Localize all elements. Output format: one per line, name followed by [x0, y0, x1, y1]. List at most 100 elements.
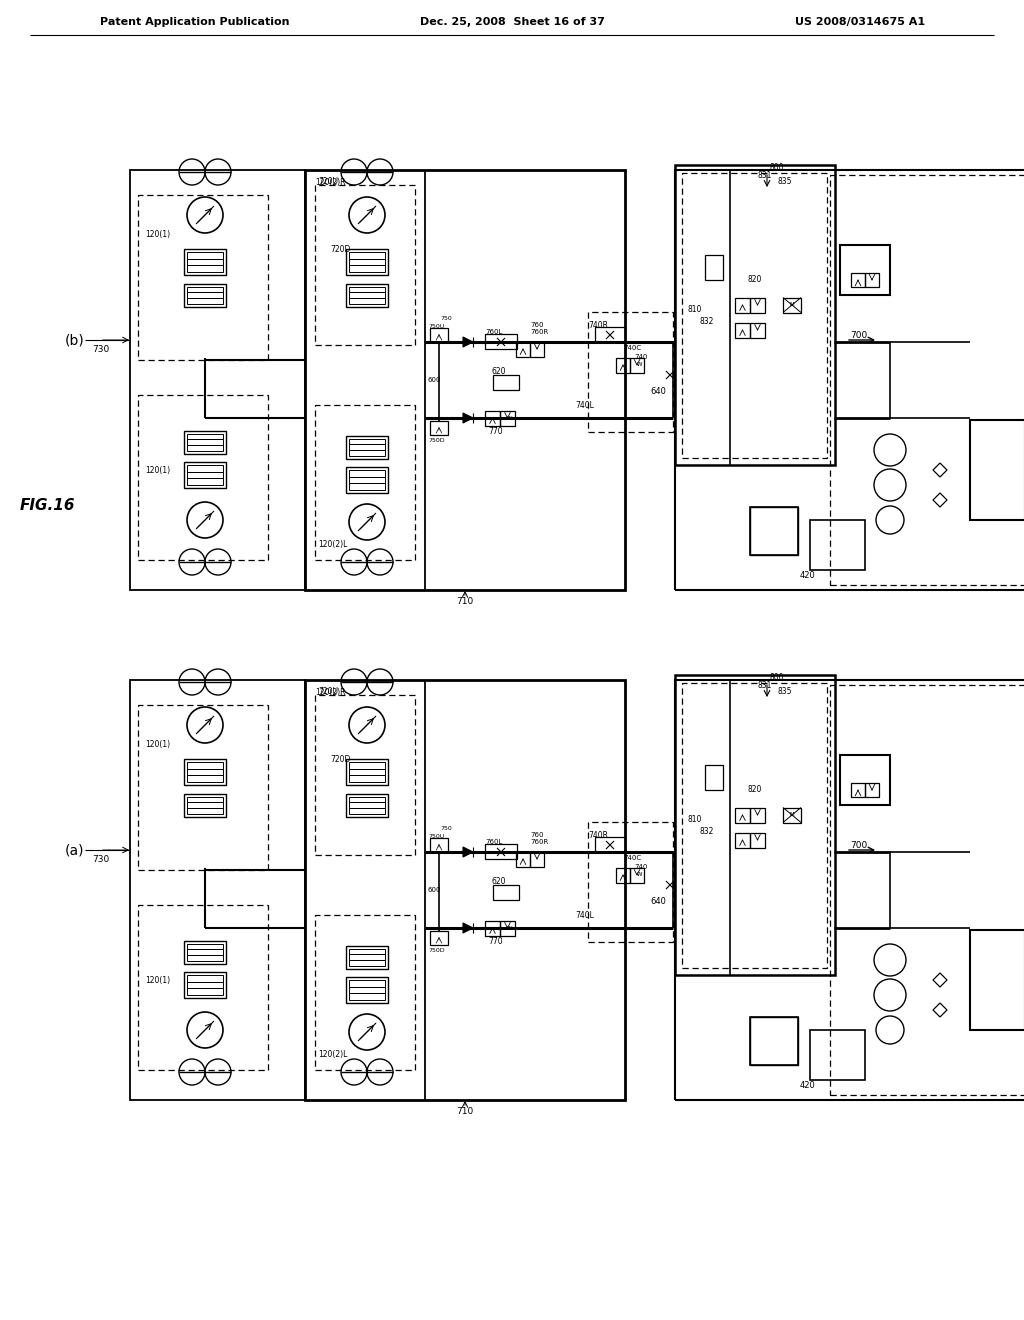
Bar [675, 165, 835, 465]
Text: 120(1): 120(1) [145, 466, 170, 474]
Bar [349, 259, 385, 265]
Text: 820: 820 [748, 785, 763, 795]
Bar [500, 411, 515, 425]
Bar [187, 975, 223, 982]
Bar [616, 358, 630, 372]
Text: 760L: 760L [485, 329, 503, 335]
Bar [851, 273, 865, 286]
Bar [187, 775, 223, 781]
Text: 120(2)L: 120(2)L [318, 540, 347, 549]
Text: 835: 835 [778, 177, 793, 186]
Bar [485, 920, 500, 936]
Text: 810: 810 [688, 305, 702, 314]
Bar [595, 837, 625, 851]
Bar [349, 292, 385, 298]
Bar [675, 170, 1024, 590]
Text: 120(2)R: 120(2)R [315, 688, 345, 697]
Text: 750U: 750U [428, 833, 444, 838]
Bar [349, 775, 385, 781]
Bar [783, 297, 801, 313]
Bar [500, 920, 515, 936]
Text: 740R: 740R [588, 830, 608, 840]
Text: 750: 750 [440, 825, 452, 830]
Bar [187, 768, 223, 775]
Bar [493, 375, 519, 389]
Text: 120(1): 120(1) [145, 231, 170, 239]
Bar [830, 176, 1024, 585]
Polygon shape [463, 847, 473, 857]
Bar [187, 433, 223, 440]
Bar [187, 949, 223, 954]
Bar [346, 977, 388, 1003]
Text: W: W [637, 873, 643, 878]
Bar [187, 252, 223, 259]
Bar [970, 420, 1024, 520]
Bar [138, 906, 268, 1071]
Bar [349, 286, 385, 292]
Bar [184, 793, 226, 817]
Bar [750, 297, 765, 313]
Bar [349, 960, 385, 965]
Text: 740C: 740C [623, 345, 641, 351]
Text: 832: 832 [700, 318, 715, 326]
Bar [138, 705, 268, 870]
Bar [130, 170, 305, 590]
Text: 120(2)R: 120(2)R [315, 177, 345, 186]
Bar [349, 994, 385, 1001]
Text: 770: 770 [488, 937, 503, 946]
Text: 640: 640 [650, 388, 666, 396]
Bar [430, 931, 449, 945]
Text: 700: 700 [850, 841, 867, 850]
Bar [630, 358, 644, 372]
Text: 600: 600 [428, 887, 441, 894]
Polygon shape [463, 413, 473, 422]
Text: 120(1): 120(1) [145, 741, 170, 750]
Text: (b): (b) [66, 333, 85, 347]
Text: 750D: 750D [428, 948, 444, 953]
Bar [187, 762, 223, 768]
Text: 730: 730 [92, 855, 110, 865]
Bar [187, 298, 223, 304]
Bar [187, 803, 223, 808]
Bar [349, 979, 385, 986]
Bar [970, 931, 1024, 1030]
Bar [810, 520, 865, 570]
Bar [346, 793, 388, 817]
Bar [187, 471, 223, 478]
Text: 835: 835 [778, 688, 793, 697]
Bar [840, 755, 890, 805]
Bar [187, 286, 223, 292]
Text: 750U: 750U [428, 323, 444, 329]
Bar [682, 682, 827, 968]
Bar [349, 470, 385, 477]
Text: M: M [790, 302, 795, 308]
Bar [349, 438, 385, 444]
Bar [305, 170, 625, 590]
Bar [530, 342, 544, 356]
Bar [735, 833, 750, 847]
Bar [616, 867, 630, 883]
Bar [349, 444, 385, 450]
Text: 720D: 720D [330, 755, 350, 764]
Text: W: W [507, 925, 513, 931]
Bar [187, 440, 223, 445]
Bar [493, 884, 519, 900]
Text: 720U: 720U [318, 688, 338, 697]
Text: 760R: 760R [530, 329, 548, 335]
Bar [187, 478, 223, 484]
Bar [430, 421, 449, 436]
Bar [130, 680, 305, 1100]
Text: US 2008/0314675 A1: US 2008/0314675 A1 [795, 17, 925, 26]
Bar [349, 265, 385, 272]
Bar [430, 327, 449, 342]
Bar [349, 808, 385, 813]
Bar [187, 445, 223, 450]
Text: 820: 820 [748, 276, 763, 285]
Text: 740L: 740L [575, 911, 594, 920]
Text: 800: 800 [770, 164, 784, 173]
Text: 760: 760 [530, 832, 544, 838]
Text: 420: 420 [800, 570, 816, 579]
Text: 760: 760 [530, 322, 544, 327]
Polygon shape [463, 923, 473, 933]
Bar [184, 249, 226, 275]
